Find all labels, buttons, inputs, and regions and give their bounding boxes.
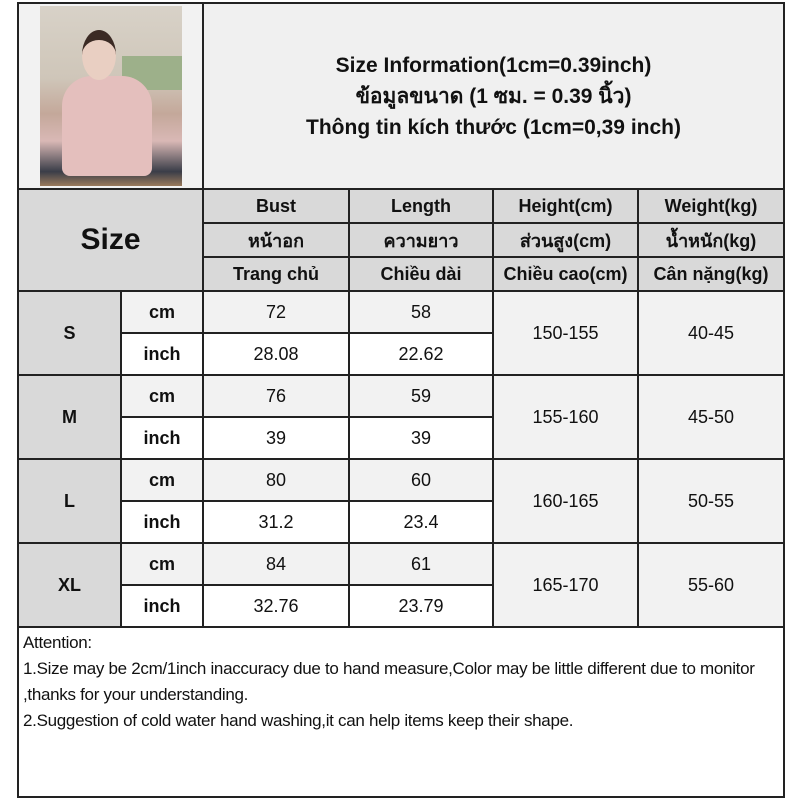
height-range: 150-155 [492, 290, 639, 376]
title-en: Size Information(1cm=0.39inch) [335, 53, 652, 77]
unit-cm: cm [120, 290, 204, 334]
size-cell: M [17, 374, 122, 460]
title-vi: Thông tin kích thước (1cm=0,39 inch) [306, 115, 681, 139]
col-length-vi: Chiều dài [348, 256, 494, 292]
product-photo [17, 2, 204, 190]
size-cell: S [17, 290, 122, 376]
height-range: 155-160 [492, 374, 639, 460]
col-bust-vi: Trang chủ [202, 256, 350, 292]
col-weight-th: น้ำหนัก(kg) [636, 222, 786, 258]
weight-range: 50-55 [636, 458, 786, 544]
unit-cm: cm [120, 458, 204, 502]
unit-cm: cm [120, 542, 204, 586]
length-cm: 58 [348, 290, 494, 334]
bust-inch: 32.76 [202, 584, 350, 628]
height-range: 165-170 [492, 542, 639, 628]
table-row: inch 39 39 [18, 416, 784, 460]
col-bust-th: หน้าอก [202, 222, 350, 258]
length-cm: 60 [348, 458, 494, 502]
model-image [39, 6, 182, 186]
bust-inch: 39 [202, 416, 350, 460]
table-row: inch 32.76 23.79 [18, 584, 784, 628]
weight-range: 55-60 [636, 542, 786, 628]
col-weight-en: Weight(kg) [636, 188, 786, 224]
col-length-en: Length [348, 188, 494, 224]
size-chart-table: Size Information(1cm=0.39inch) ข้อมูลขนา… [16, 2, 786, 798]
unit-inch: inch [120, 584, 204, 628]
bust-cm: 76 [202, 374, 350, 418]
table-row: S cm 72 58 150-155 40-45 [17, 290, 786, 376]
attention-notes: Attention: 1.Size may be 2cm/1inch inacc… [16, 626, 786, 798]
size-cell: XL [17, 542, 122, 628]
length-inch: 23.79 [348, 584, 494, 628]
attention-note-2: 2.Suggestion of cold water hand washing,… [23, 711, 574, 730]
length-inch: 39 [348, 416, 494, 460]
bust-inch: 28.08 [202, 332, 350, 376]
length-inch: 22.62 [348, 332, 494, 376]
unit-inch: inch [120, 500, 204, 544]
size-cell: L [17, 458, 122, 544]
bust-cm: 84 [202, 542, 350, 586]
col-bust-en: Bust [202, 188, 350, 224]
size-header: Size [17, 188, 204, 292]
length-inch: 23.4 [348, 500, 494, 544]
bust-cm: 80 [202, 458, 350, 502]
table-row: M cm 76 59 155-160 45-50 [17, 374, 786, 460]
weight-range: 45-50 [636, 374, 786, 460]
table-row: XL cm 84 61 165-170 55-60 [17, 542, 786, 628]
bust-cm: 72 [202, 290, 350, 334]
title-th: ข้อมูลขนาด (1 ซม. = 0.39 นิ้ว) [355, 84, 632, 108]
col-height-en: Height(cm) [492, 188, 639, 224]
col-height-th: ส่วนสูง(cm) [492, 222, 639, 258]
height-range: 160-165 [492, 458, 639, 544]
unit-cm: cm [120, 374, 204, 418]
col-weight-vi: Cân nặng(kg) [636, 256, 786, 292]
title-cell: Size Information(1cm=0.39inch) ข้อมูลขนา… [201, 2, 786, 190]
attention-note-1: 1.Size may be 2cm/1inch inaccuracy due t… [23, 659, 755, 704]
unit-inch: inch [120, 416, 204, 460]
unit-inch: inch [120, 332, 204, 376]
attention-heading: Attention: [23, 633, 92, 652]
length-cm: 59 [348, 374, 494, 418]
table-row: inch 31.2 23.4 [18, 500, 784, 544]
table-row: L cm 80 60 160-165 50-55 [17, 458, 786, 544]
col-length-th: ความยาว [348, 222, 494, 258]
length-cm: 61 [348, 542, 494, 586]
table-row: inch 28.08 22.62 [18, 332, 784, 376]
col-height-vi: Chiều cao(cm) [492, 256, 639, 292]
weight-range: 40-45 [636, 290, 786, 376]
bust-inch: 31.2 [202, 500, 350, 544]
